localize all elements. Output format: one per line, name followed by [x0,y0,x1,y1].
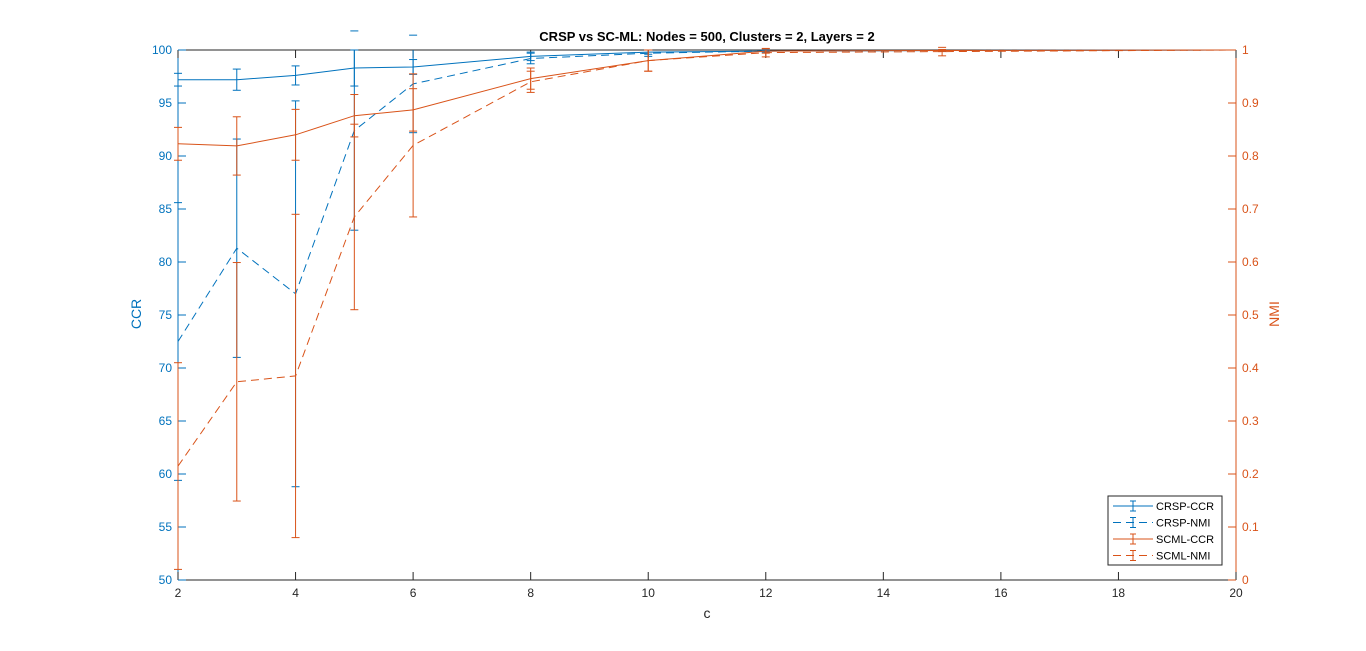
x-tick-label: 14 [877,586,891,600]
y-left-tick-label: 65 [159,414,173,428]
y-left-tick-label: 95 [159,96,173,110]
legend-label: SCML-NMI [1156,551,1210,563]
x-tick-label: 2 [175,586,182,600]
legend-item: CRSP-CCR [1113,500,1214,513]
legend: CRSP-CCR CRSP-NMI SCML-CCR SCML-NMI [1107,495,1223,566]
legend-item: CRSP-NMI [1113,517,1210,530]
y-right-tick-label: 0.3 [1242,414,1259,428]
legend-label: CRSP-NMI [1156,518,1210,530]
y-right-tick-label: 0.9 [1242,96,1259,110]
x-tick-label: 20 [1229,586,1243,600]
y-left-tick-label: 50 [159,573,173,587]
series-line [177,49,1237,342]
series-line [177,49,1237,147]
series-line [178,49,1237,81]
x-tick-label: 8 [527,586,534,600]
y-right-tick-label: 0.6 [1242,255,1259,269]
series-line [177,49,1237,467]
legend-item: SCML-NMI [1113,550,1210,563]
series-scml-ccr [174,48,1237,176]
series-scml-nmi [174,46,1237,570]
legend-box [1107,495,1223,566]
y-right-tick-label: 0.2 [1242,467,1259,481]
y-left-tick-label: 55 [159,520,173,534]
series-layer [174,30,1237,570]
y-right-tick-label: 0.4 [1242,361,1259,375]
x-tick-label: 4 [292,586,299,600]
y-left-tick-label: 70 [159,361,173,375]
y-right-tick-label: 0.7 [1242,202,1259,216]
y-left-tick-label: 85 [159,202,173,216]
x-axis: 2 4 6 8 10 12 14 16 18 20 [175,50,1243,600]
y-right-tick-label: 0 [1242,573,1249,587]
y-left-tick-label: 90 [159,149,173,163]
x-tick-label: 12 [759,586,773,600]
x-axis-label: c [704,605,711,621]
y-left-tick-label: 80 [159,255,173,269]
x-tick-label: 10 [642,586,656,600]
x-tick-label: 6 [410,586,417,600]
y-right-tick-label: 0.1 [1242,520,1259,534]
y-axis-left: 50 55 60 65 70 75 80 85 90 95 100 [152,43,186,587]
y-axis-right: 0 0.1 0.2 0.3 0.4 0.5 0.6 0.7 0.8 0.9 1 [1228,43,1259,587]
y-left-tick-label: 60 [159,467,173,481]
series-crsp-nmi [174,30,1237,488]
y-right-tick-label: 0.8 [1242,149,1259,163]
y-right-tick-label: 0.5 [1242,308,1259,322]
x-tick-label: 16 [994,586,1008,600]
legend-label: CRSP-CCR [1156,501,1214,513]
legend-label: SCML-CCR [1156,534,1214,546]
legend-item: SCML-CCR [1113,533,1214,546]
y-right-tick-label: 1 [1242,43,1249,57]
y-left-tick-label: 75 [159,308,173,322]
chart-title: CRSP vs SC-ML: Nodes = 500, Clusters = 2… [539,29,874,44]
y-axis-left-label: CCR [128,299,144,329]
y-left-tick-label: 100 [152,43,172,57]
y-axis-right-label: NMI [1266,301,1282,327]
plot-frame [177,49,1237,581]
x-tick-label: 18 [1112,586,1126,600]
